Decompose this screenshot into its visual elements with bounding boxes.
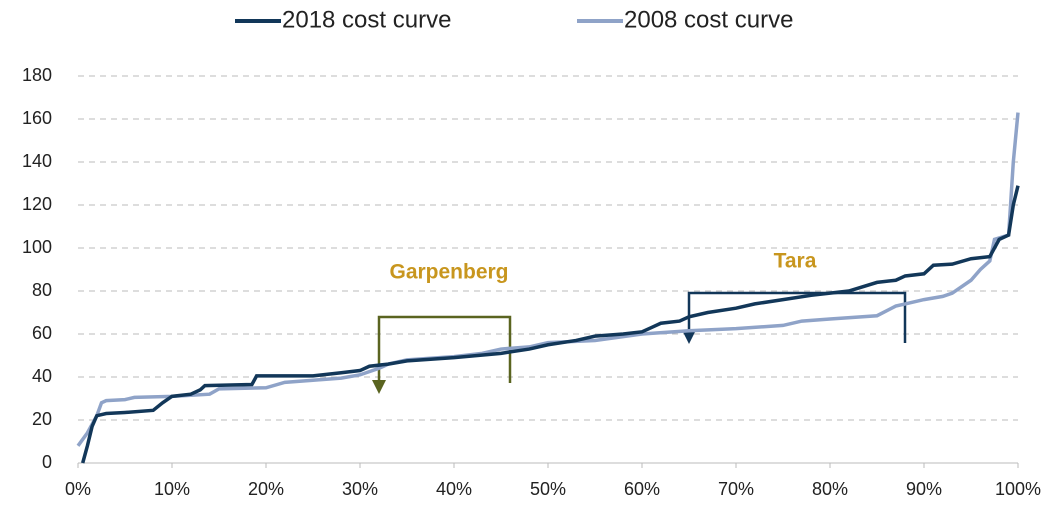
legend-label: 2008 cost curve xyxy=(624,6,793,33)
x-tick-label: 40% xyxy=(436,479,472,499)
y-tick-label: 140 xyxy=(22,151,52,171)
annotation: Garpenberg xyxy=(389,261,508,284)
x-tick-label: 90% xyxy=(906,479,942,499)
y-tick-label: 0 xyxy=(42,452,52,472)
tara-bracket xyxy=(687,291,907,343)
y-tick-label: 60 xyxy=(32,323,52,343)
y-tick-label: 80 xyxy=(32,280,52,300)
y-tick-label: 120 xyxy=(22,194,52,214)
series-line xyxy=(81,185,1020,464)
x-tick-label: 100% xyxy=(995,479,1041,499)
x-tick-label: 0% xyxy=(65,479,91,499)
y-tick-label: 20 xyxy=(32,409,52,429)
x-tick-label: 30% xyxy=(342,479,378,499)
series-line xyxy=(76,112,1020,447)
x-tick-label: 50% xyxy=(530,479,566,499)
y-tick-label: 40 xyxy=(32,366,52,386)
tara-arrowhead xyxy=(682,330,696,344)
x-tick-label: 70% xyxy=(718,479,754,499)
x-tick-label: 60% xyxy=(624,479,660,499)
garpenberg-arrowhead xyxy=(372,380,386,394)
y-tick-label: 160 xyxy=(22,108,52,128)
x-tick-label: 20% xyxy=(248,479,284,499)
legend-label: 2018 cost curve xyxy=(282,6,451,33)
y-tick-label: 100 xyxy=(22,237,52,257)
annotation: Tara xyxy=(774,250,817,273)
y-tick-label: 180 xyxy=(22,65,52,85)
x-tick-label: 80% xyxy=(812,479,848,499)
x-tick-label: 10% xyxy=(154,479,190,499)
